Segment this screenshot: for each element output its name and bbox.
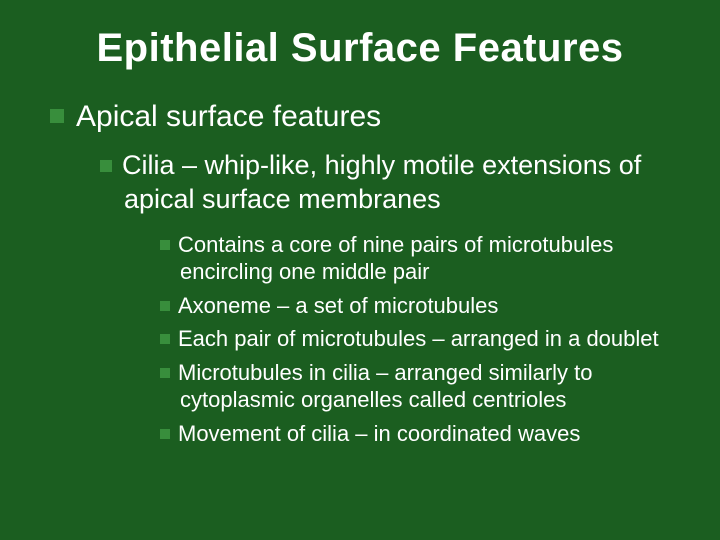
bullet-level-3: Each pair of microtubules – arranged in … <box>160 325 680 353</box>
square-bullet-icon <box>160 334 170 344</box>
square-bullet-icon <box>160 240 170 250</box>
square-bullet-icon <box>160 429 170 439</box>
square-bullet-icon <box>100 160 112 172</box>
square-bullet-icon <box>50 109 64 123</box>
square-bullet-icon <box>160 368 170 378</box>
bullet-level-3: Microtubules in cilia – arranged similar… <box>160 359 680 414</box>
slide-title: Epithelial Surface Features <box>40 20 680 71</box>
level3-text: Axoneme – a set of microtubules <box>178 293 498 318</box>
level3-text: Movement of cilia – in coordinated waves <box>178 421 580 446</box>
level3-text: Each pair of microtubules – arranged in … <box>178 326 659 351</box>
bullet-level-3: Movement of cilia – in coordinated waves <box>160 420 680 448</box>
level3-text: Microtubules in cilia – arranged similar… <box>178 360 593 413</box>
square-bullet-icon <box>160 301 170 311</box>
bullet-level-3: Axoneme – a set of microtubules <box>160 292 680 320</box>
bullet-level-2: Cilia – whip-like, highly motile extensi… <box>100 149 680 217</box>
level3-text: Contains a core of nine pairs of microtu… <box>178 232 613 285</box>
bullet-level-1: Apical surface features <box>50 99 680 135</box>
slide: Epithelial Surface Features Apical surfa… <box>0 0 720 540</box>
level2-text: Cilia – whip-like, highly motile extensi… <box>122 150 641 214</box>
bullet-level-3: Contains a core of nine pairs of microtu… <box>160 231 680 286</box>
level1-text: Apical surface features <box>76 100 381 133</box>
